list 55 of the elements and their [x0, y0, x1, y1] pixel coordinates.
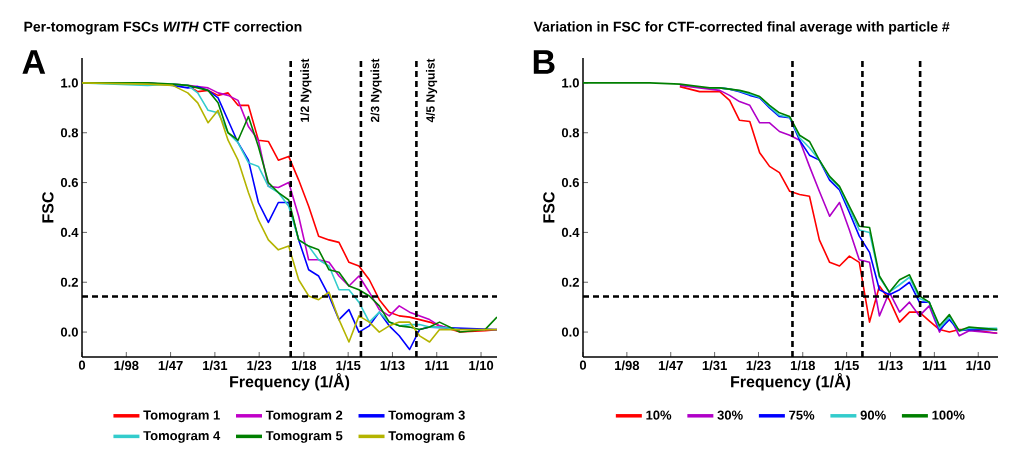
legend-label: Tomogram 6	[388, 431, 465, 443]
y-tick-label: 0.8	[561, 128, 580, 138]
y-tick-label: 0.4	[561, 227, 580, 238]
legend-label: 90%	[860, 410, 886, 420]
x-tick-label: 1/47	[158, 360, 183, 371]
ref-line-label: 2/3 Nyquist	[370, 58, 382, 123]
legend-label: Tomogram 4	[143, 431, 221, 443]
y-tick-label: 0.8	[60, 128, 79, 138]
y-tick-label: 0.6	[60, 177, 79, 188]
x-tick-label: 1/15	[834, 360, 859, 371]
x-tick-label: 1/10	[966, 360, 991, 371]
y-tick-label: 0.0	[561, 327, 579, 337]
ref-line-label: 1/2 Nyquist	[300, 58, 312, 122]
y-tick-label: 0.6	[561, 177, 579, 188]
legend-label: Tomogram 1	[143, 410, 220, 423]
legend-label: 10%	[646, 410, 672, 420]
line-series	[583, 82, 998, 332]
y-tick-label: 1.0	[562, 78, 579, 88]
x-tick-label: 1/18	[292, 360, 317, 371]
x-tick-label: 1/13	[380, 360, 405, 371]
x-tick-label: 0	[579, 360, 587, 370]
x-tick-label: 1/15	[336, 360, 361, 371]
text: A	[22, 50, 46, 74]
x-tick-label: 1/10	[469, 360, 494, 371]
x-tick-label: 1/98	[114, 360, 139, 371]
legend-label: 100%	[932, 410, 965, 420]
y-tick-label: 0.0	[60, 327, 78, 337]
y-tick-label: 0.2	[561, 277, 579, 287]
x-tick-label: 1/47	[658, 360, 683, 371]
x-axis-title: Frequency (1/Å)	[230, 373, 350, 391]
y-tick-label: 1.0	[61, 78, 78, 88]
x-tick-label: 1/98	[615, 360, 640, 371]
legend-label: Tomogram 3	[388, 410, 465, 423]
y-tick-label: 0.4	[60, 227, 79, 238]
x-tick-label: 1/11	[425, 360, 449, 371]
x-tick-label: 1/18	[790, 360, 816, 371]
x-axis-title: Frequency (1/Å)	[731, 373, 851, 391]
x-tick-label: 1/31	[702, 360, 727, 371]
y-tick-label: 0.2	[60, 277, 78, 287]
legend-label: Tomogram 5	[265, 431, 343, 443]
x-tick-label: 1/23	[247, 360, 272, 371]
y-axis-title: FSC	[543, 191, 555, 223]
legend-label: 30%	[717, 410, 743, 420]
x-tick-label: 1/11	[922, 360, 947, 371]
chart-title: Variation in FSC for CTF-corrected final average with particle #	[533, 21, 950, 35]
x-tick-label: 1/23	[746, 360, 771, 371]
ref-line-label: 4/5 Nyquist	[425, 58, 438, 123]
legend-label: Tomogram 2	[265, 410, 343, 423]
text: B	[533, 50, 555, 74]
x-tick-label: 1/13	[878, 360, 903, 371]
x-tick-label: 1/31	[203, 360, 228, 371]
chart-title: Per-tomogram FSCs WITH CTF correction	[24, 21, 302, 35]
legend-label: 75%	[789, 410, 815, 420]
x-tick-label: 0	[78, 360, 86, 370]
y-axis-title: FSC	[42, 191, 54, 223]
